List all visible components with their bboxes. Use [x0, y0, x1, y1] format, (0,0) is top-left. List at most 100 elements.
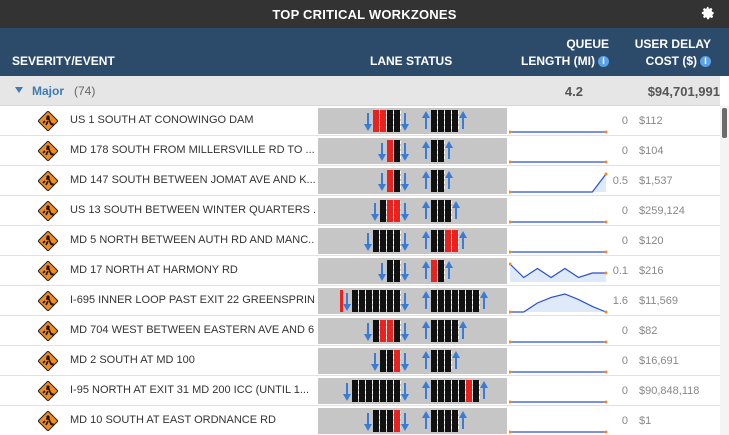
lane-arrow-up-icon [459, 321, 467, 339]
column-header-severity[interactable]: SEVERITY/EVENT [12, 53, 115, 70]
table-row[interactable]: MD 178 SOUTH FROM MILLERSVILLE RD TO ...… [0, 136, 720, 166]
user-delay-cost: $90,848,118 [639, 385, 700, 397]
table-row[interactable]: MD 17 NORTH AT HARMONY RD 0.1 $216 [0, 256, 720, 286]
event-name[interactable]: MD 2 SOUTH AT MD 100 [70, 354, 195, 366]
event-name[interactable]: MD 178 SOUTH FROM MILLERSVILLE RD TO ... [70, 144, 315, 156]
table-row[interactable]: I-695 INNER LOOP PAST EXIT 22 GREENSPRIN… [0, 286, 720, 316]
info-icon[interactable]: i [598, 56, 609, 67]
lane-arrow-down-icon [343, 383, 351, 401]
table-row[interactable]: MD 147 SOUTH BETWEEN JOMAT AVE AND K... 0… [0, 166, 720, 196]
group-name[interactable]: Major [32, 84, 65, 98]
lane-open [387, 380, 393, 402]
lane-status [318, 348, 507, 374]
lane-arrow-up-icon [422, 321, 430, 339]
event-name[interactable]: MD 704 WEST BETWEEN EASTERN AVE AND 6... [70, 324, 315, 336]
lane-status [318, 108, 507, 134]
user-delay-cost: $120 [639, 235, 664, 247]
lane-open [387, 410, 393, 432]
caret-down-icon[interactable] [15, 87, 23, 93]
event-name[interactable]: I-95 NORTH AT EXIT 31 MD 200 ICC (UNTIL … [70, 384, 310, 396]
gear-icon[interactable] [701, 6, 715, 20]
lane-open [445, 290, 451, 312]
column-header-delay[interactable]: USER DELAY COST ($) i [611, 36, 711, 70]
table-row[interactable]: MD 704 WEST BETWEEN EASTERN AVE AND 6...… [0, 316, 720, 346]
table-row[interactable]: US 13 SOUTH BETWEEN WINTER QUARTERS ... 0… [0, 196, 720, 226]
lane-open [445, 110, 451, 132]
widget-title: TOP CRITICAL WORKZONES [272, 6, 457, 22]
lane-open [387, 350, 393, 372]
event-name[interactable]: I-695 INNER LOOP PAST EXIT 22 GREENSPRIN… [70, 294, 315, 306]
lane-closed [394, 200, 400, 222]
lane-closed [387, 320, 393, 342]
queue-length: 0 [621, 415, 628, 427]
lane-closed [387, 140, 393, 162]
table-row[interactable]: MD 10 SOUTH AT EAST ORDNANCE RD 0 $1 [0, 406, 720, 435]
lane-open [352, 290, 358, 312]
queue-sparkline [509, 293, 608, 314]
lane-arrow-up-icon [480, 291, 488, 309]
lane-arrow-down-icon [371, 353, 379, 371]
lane-arrow-up-icon [422, 111, 430, 129]
lane-open [445, 350, 451, 372]
lane-open [438, 110, 444, 132]
lane-open [438, 320, 444, 342]
workzone-sign-icon [38, 291, 58, 311]
user-delay-cost: $16,691 [639, 355, 679, 367]
lane-open [394, 320, 400, 342]
lane-open [438, 140, 444, 162]
info-icon[interactable]: i [700, 56, 711, 67]
lane-header-label: LANE STATUS [370, 54, 453, 68]
event-name[interactable]: MD 10 SOUTH AT EAST ORDNANCE RD [70, 414, 276, 426]
lane-arrow-down-icon [401, 143, 409, 161]
lane-status [318, 378, 507, 404]
lane-arrow-up-icon [422, 231, 430, 249]
lane-arrow-down-icon [340, 290, 351, 312]
queue-length: 0 [621, 115, 628, 127]
event-name[interactable]: US 13 SOUTH BETWEEN WINTER QUARTERS ... [70, 204, 315, 216]
lane-arrow-down-icon [378, 263, 386, 281]
lane-open [373, 410, 379, 432]
lane-open [438, 260, 444, 282]
queue-length: 0 [621, 235, 628, 247]
lane-open [459, 290, 465, 312]
workzone-sign-icon [38, 141, 58, 161]
column-header-lane-status[interactable]: LANE STATUS [370, 53, 452, 70]
table-row[interactable]: I-95 NORTH AT EXIT 31 MD 200 ICC (UNTIL … [0, 376, 720, 406]
lane-status [318, 408, 507, 434]
table-row[interactable]: US 1 SOUTH AT CONOWINGO DAM 0 $112 [0, 106, 720, 136]
lane-open [431, 410, 437, 432]
event-name[interactable]: MD 147 SOUTH BETWEEN JOMAT AVE AND K... [70, 174, 315, 186]
lane-arrow-down-icon [364, 233, 372, 251]
group-delay-total: $94,701,991 [647, 84, 720, 99]
column-header-queue[interactable]: QUEUE LENGTH (MI) i [489, 36, 609, 70]
event-name[interactable]: US 1 SOUTH AT CONOWINGO DAM [70, 114, 254, 126]
scrollbar[interactable] [720, 106, 729, 435]
lane-arrow-up-icon [459, 231, 467, 249]
lane-open [366, 380, 372, 402]
table-row[interactable]: MD 2 SOUTH AT MD 100 0 $16,691 [0, 346, 720, 376]
event-name[interactable]: MD 5 NORTH BETWEEN AUTH RD AND MANC... [70, 234, 315, 246]
lane-open [380, 290, 386, 312]
table-row[interactable]: MD 5 NORTH BETWEEN AUTH RD AND MANC... 0 $… [0, 226, 720, 256]
workzone-sign-icon [38, 231, 58, 251]
scrollbar-thumb[interactable] [722, 108, 727, 138]
event-name[interactable]: MD 17 NORTH AT HARMONY RD [70, 264, 238, 276]
user-delay-cost: $82 [639, 325, 658, 337]
lane-open [445, 200, 451, 222]
lane-status [318, 228, 507, 254]
lane-open [387, 110, 393, 132]
lane-open [438, 230, 444, 252]
lane-arrow-up-icon [422, 291, 430, 309]
lane-open [452, 110, 458, 132]
lane-open [394, 290, 400, 312]
user-delay-cost: $104 [639, 145, 664, 157]
lane-arrow-up-icon [452, 351, 460, 369]
group-row-major[interactable]: Major (74) 4.2 $94,701,991 [0, 76, 720, 106]
lane-arrow-down-icon [401, 203, 409, 221]
lane-arrow-up-icon [422, 171, 430, 189]
queue-sparkline [509, 250, 608, 254]
workzone-sign-icon [38, 351, 58, 371]
lane-arrow-down-icon [401, 233, 409, 251]
lane-open [431, 230, 437, 252]
lane-closed [373, 110, 379, 132]
